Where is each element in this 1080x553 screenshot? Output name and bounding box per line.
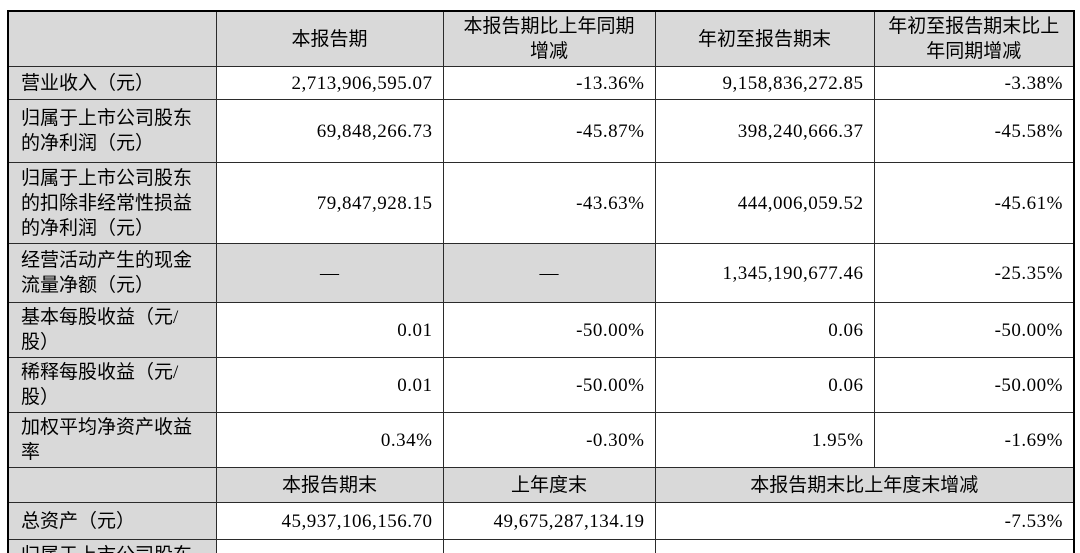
header2-corner-cell <box>7 467 217 503</box>
value-cell: 9,158,836,272.85 <box>654 66 875 100</box>
value-cell: 20,616,627,271.62 <box>215 539 444 553</box>
value-cell: -0.30% <box>442 412 656 468</box>
value-cell: -25.35% <box>873 243 1075 303</box>
value-cell: 69,848,266.73 <box>215 99 444 163</box>
value-cell: — <box>215 243 444 303</box>
table-row: 归属于上市公司股东的所有者权益（元）20,616,627,271.6220,21… <box>7 539 1075 553</box>
value-cell: -45.61% <box>873 162 1075 244</box>
value-cell: 2,713,906,595.07 <box>215 66 444 100</box>
value-cell: 45,937,106,156.70 <box>215 502 444 540</box>
table-row: 稀释每股收益（元/股） 0.01 -50.00% 0.06 -50.00% <box>7 357 1075 413</box>
value-cell: -13.36% <box>442 66 656 100</box>
row-label: 经营活动产生的现金流量净额（元） <box>7 243 217 303</box>
row-label: 归属于上市公司股东的所有者权益（元） <box>7 539 217 553</box>
row-label: 总资产（元） <box>7 502 217 540</box>
table-row: 归属于上市公司股东的净利润（元） 69,848,266.73 -45.87% 398,… <box>7 99 1075 163</box>
value-cell: -3.38% <box>873 66 1075 100</box>
header-corner-cell <box>7 10 217 67</box>
header-period-end: 本报告期末 <box>215 467 444 503</box>
value-cell: -1.69% <box>873 412 1075 468</box>
value-cell: -50.00% <box>873 302 1075 358</box>
value-cell: 398,240,666.37 <box>654 99 875 163</box>
value-cell: 444,006,059.52 <box>654 162 875 244</box>
value-cell: -50.00% <box>873 357 1075 413</box>
value-cell: 0.01 <box>215 357 444 413</box>
section2-body: 总资产（元） 45,937,106,156.70 49,675,287,134.19… <box>7 502 1075 553</box>
row-label: 营业收入（元） <box>7 66 217 100</box>
header-period-end-change: 本报告期末比上年度末增减 <box>654 467 1075 503</box>
value-cell: — <box>442 243 656 303</box>
header-ytd: 年初至报告期末 <box>654 10 875 67</box>
value-cell: 20,215,693,483.18 <box>442 539 656 553</box>
table-row: 经营活动产生的现金流量净额（元） — —1,345,190,677.46 -25.35… <box>7 243 1075 303</box>
header-current-period: 本报告期 <box>215 10 444 67</box>
table-row: 加权平均净资产收益率 0.34% -0.30% 1.95% -1.69% <box>7 412 1075 468</box>
table-header-primary: 本报告期 本报告期比上年同期增减 年初至报告期末 年初至报告期末比上年同期增减 <box>7 10 1075 67</box>
value-cell: 1,345,190,677.46 <box>654 243 875 303</box>
row-label: 稀释每股收益（元/股） <box>7 357 217 413</box>
value-cell: 0.06 <box>654 302 875 358</box>
header-prev-year-end: 上年度末 <box>442 467 656 503</box>
value-cell: 79,847,928.15 <box>215 162 444 244</box>
header-row-primary: 本报告期 本报告期比上年同期增减 年初至报告期末 年初至报告期末比上年同期增减 <box>7 10 1075 67</box>
header-row-secondary: 本报告期末 上年度末 本报告期末比上年度末增减 <box>7 467 1075 503</box>
header-ytd-change: 年初至报告期末比上年同期增减 <box>873 10 1075 67</box>
section1-body: 营业收入（元） 2,713,906,595.07 -13.36% 9,158,836,… <box>7 66 1075 468</box>
value-cell: -45.58% <box>873 99 1075 163</box>
table-row: 总资产（元） 45,937,106,156.70 49,675,287,134.19… <box>7 502 1075 540</box>
row-label: 归属于上市公司股东的净利润（元） <box>7 99 217 163</box>
value-cell: 1.95% <box>654 412 875 468</box>
value-cell: 0.06 <box>654 357 875 413</box>
table-row: 归属于上市公司股东的扣除非经常性损益的净利润（元） 79,847,928.15 -4… <box>7 162 1075 244</box>
header-current-period-change: 本报告期比上年同期增减 <box>442 10 656 67</box>
value-cell: -45.87% <box>442 99 656 163</box>
value-cell: -50.00% <box>442 357 656 413</box>
row-label: 基本每股收益（元/股） <box>7 302 217 358</box>
value-cell: -50.00% <box>442 302 656 358</box>
financial-summary-table: 本报告期 本报告期比上年同期增减 年初至报告期末 年初至报告期末比上年同期增减 … <box>7 10 1075 553</box>
row-label: 加权平均净资产收益率 <box>7 412 217 468</box>
table-header-secondary: 本报告期末 上年度末 本报告期末比上年度末增减 <box>7 467 1075 503</box>
value-cell: -7.53% <box>654 502 1075 540</box>
table-row: 营业收入（元） 2,713,906,595.07 -13.36% 9,158,836,… <box>7 66 1075 100</box>
value-cell: -43.63% <box>442 162 656 244</box>
row-label: 归属于上市公司股东的扣除非经常性损益的净利润（元） <box>7 162 217 244</box>
value-cell: 1.98% <box>654 539 1075 553</box>
value-cell: 49,675,287,134.19 <box>442 502 656 540</box>
value-cell: 0.01 <box>215 302 444 358</box>
value-cell: 0.34% <box>215 412 444 468</box>
table-row: 基本每股收益（元/股） 0.01 -50.00% 0.06 -50.00% <box>7 302 1075 358</box>
